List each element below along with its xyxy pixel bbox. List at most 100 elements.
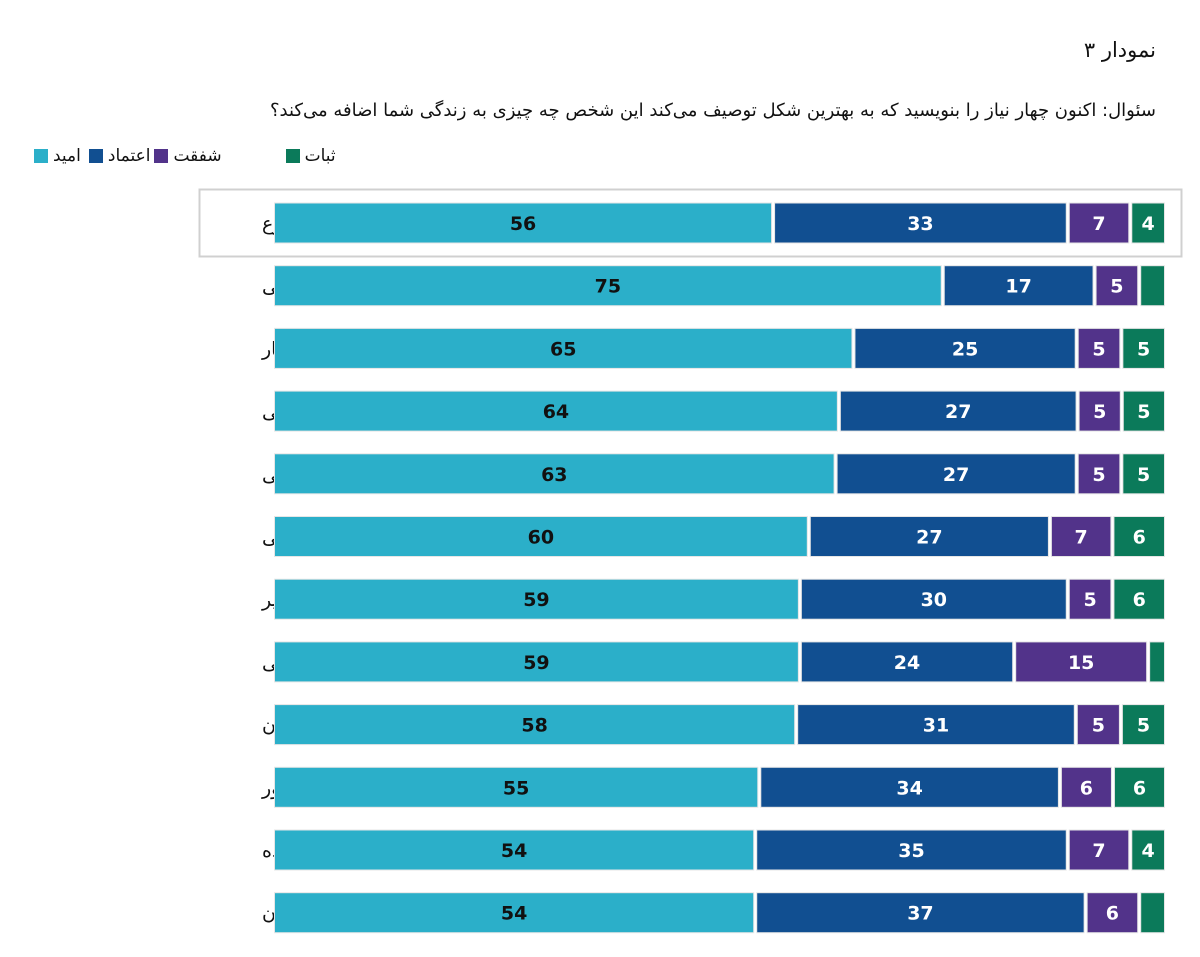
- legend-label: اعتماد: [107, 146, 151, 166]
- legend-item: شفقت: [154, 146, 222, 166]
- data-label: 27: [945, 401, 971, 423]
- data-label: 5: [1110, 276, 1123, 298]
- bar-segment: [274, 578, 799, 620]
- bar-segment: [1140, 265, 1165, 307]
- bar-segment: [839, 390, 1077, 432]
- data-label: 6: [1106, 903, 1119, 925]
- legend-item: ثبات: [285, 146, 336, 166]
- data-label: 17: [1005, 276, 1031, 298]
- data-label: 54: [501, 840, 527, 862]
- data-label: 27: [943, 464, 969, 486]
- bar-segment: [854, 327, 1076, 369]
- bar-segment: [274, 516, 808, 557]
- bar-segment: [274, 766, 759, 808]
- data-label: 64: [543, 401, 569, 423]
- bar-segment: [1015, 641, 1148, 683]
- bar-segment: [274, 453, 835, 495]
- data-label: 5: [1137, 401, 1150, 423]
- bar-segment: [1149, 641, 1166, 683]
- highlight-box: [198, 188, 1183, 258]
- data-label: 63: [541, 464, 567, 486]
- data-label: 33: [907, 213, 933, 235]
- data-label: 7: [1092, 213, 1105, 235]
- bar-segment: [1140, 892, 1165, 934]
- legend-item: امید: [34, 146, 81, 166]
- legend-label: شفقت: [173, 146, 222, 166]
- bar-segment: [1113, 516, 1166, 557]
- bar-segment: [800, 641, 1014, 683]
- bar-segment: [274, 829, 755, 871]
- bar-segment: [1050, 516, 1112, 557]
- data-label: 5: [1137, 338, 1150, 360]
- data-label: 15: [1068, 652, 1094, 674]
- bar-segment: [274, 327, 853, 369]
- data-label: 30: [921, 589, 947, 611]
- data-label: 60: [528, 527, 554, 549]
- bar-segment: [1077, 453, 1121, 495]
- legend-swatch: [88, 149, 103, 163]
- bar-segment: [1113, 766, 1165, 808]
- data-label: 4: [1142, 213, 1155, 235]
- bar-segment: [1122, 453, 1165, 495]
- bar-segment: [274, 265, 942, 307]
- bar-segment: [274, 892, 755, 934]
- bar-segment: [1068, 202, 1130, 244]
- bar-segment: [1068, 829, 1130, 871]
- bar-segment: [1113, 578, 1166, 620]
- data-label: 5: [1083, 589, 1096, 611]
- bar-segment: [943, 265, 1094, 307]
- legend-item: اعتماد: [88, 146, 151, 166]
- data-label: 5: [1137, 464, 1150, 486]
- data-label: 75: [595, 276, 621, 298]
- data-label: 37: [907, 903, 933, 925]
- bar-segment: [1076, 704, 1120, 746]
- data-label: 31: [923, 715, 949, 737]
- bar-segment: [809, 516, 1049, 557]
- data-label: 6: [1133, 589, 1146, 611]
- data-label: 24: [894, 652, 920, 674]
- legend-swatch: [34, 149, 48, 163]
- bar-segment: [1086, 892, 1139, 934]
- bar-segment: [1122, 390, 1166, 432]
- bar-segment: [1068, 578, 1112, 620]
- data-label: 27: [916, 527, 942, 549]
- data-label: 59: [523, 652, 549, 674]
- data-label: 34: [896, 777, 922, 799]
- data-label: 5: [1092, 715, 1105, 737]
- chart-question: سئوال: اکنون چهار نیاز را بنویسید که به …: [269, 100, 1156, 121]
- bar-segment: [1131, 829, 1166, 871]
- legend-swatch: [285, 149, 300, 163]
- data-label: 5: [1137, 715, 1150, 737]
- chart-title: نمودار ۳: [1083, 38, 1156, 62]
- data-label: 6: [1133, 777, 1146, 799]
- bar-segment: [1121, 704, 1166, 746]
- bar-segment: [836, 453, 1076, 495]
- bar-segment: [1060, 766, 1112, 808]
- bar-segment: [760, 766, 1059, 808]
- legend-label: ثبات: [304, 146, 336, 166]
- data-label: 55: [503, 777, 529, 799]
- data-label: 5: [1093, 401, 1106, 423]
- bar-segment: [274, 641, 799, 683]
- legend-label: امید: [53, 146, 81, 166]
- bar-segment: [1078, 390, 1121, 432]
- bar-segment: [797, 704, 1075, 746]
- bar-segment: [774, 202, 1067, 244]
- data-label: 54: [501, 903, 527, 925]
- data-label: 6: [1133, 527, 1146, 549]
- data-label: 25: [952, 338, 978, 360]
- data-label: 59: [523, 589, 549, 611]
- bar-segment: [756, 892, 1085, 934]
- bar-segment: [1077, 327, 1121, 369]
- bar-segment: [800, 578, 1067, 620]
- legend: امید اعتماد شفقت ثبات: [34, 146, 336, 166]
- bar-segment: [1095, 265, 1139, 307]
- data-label: 6: [1080, 777, 1093, 799]
- bar-segment: [1122, 327, 1165, 369]
- bar-segment: [274, 704, 796, 746]
- bar-segment: [274, 202, 773, 244]
- data-label: 56: [510, 213, 536, 235]
- data-label: 7: [1092, 840, 1105, 862]
- bar-segment: [756, 829, 1067, 871]
